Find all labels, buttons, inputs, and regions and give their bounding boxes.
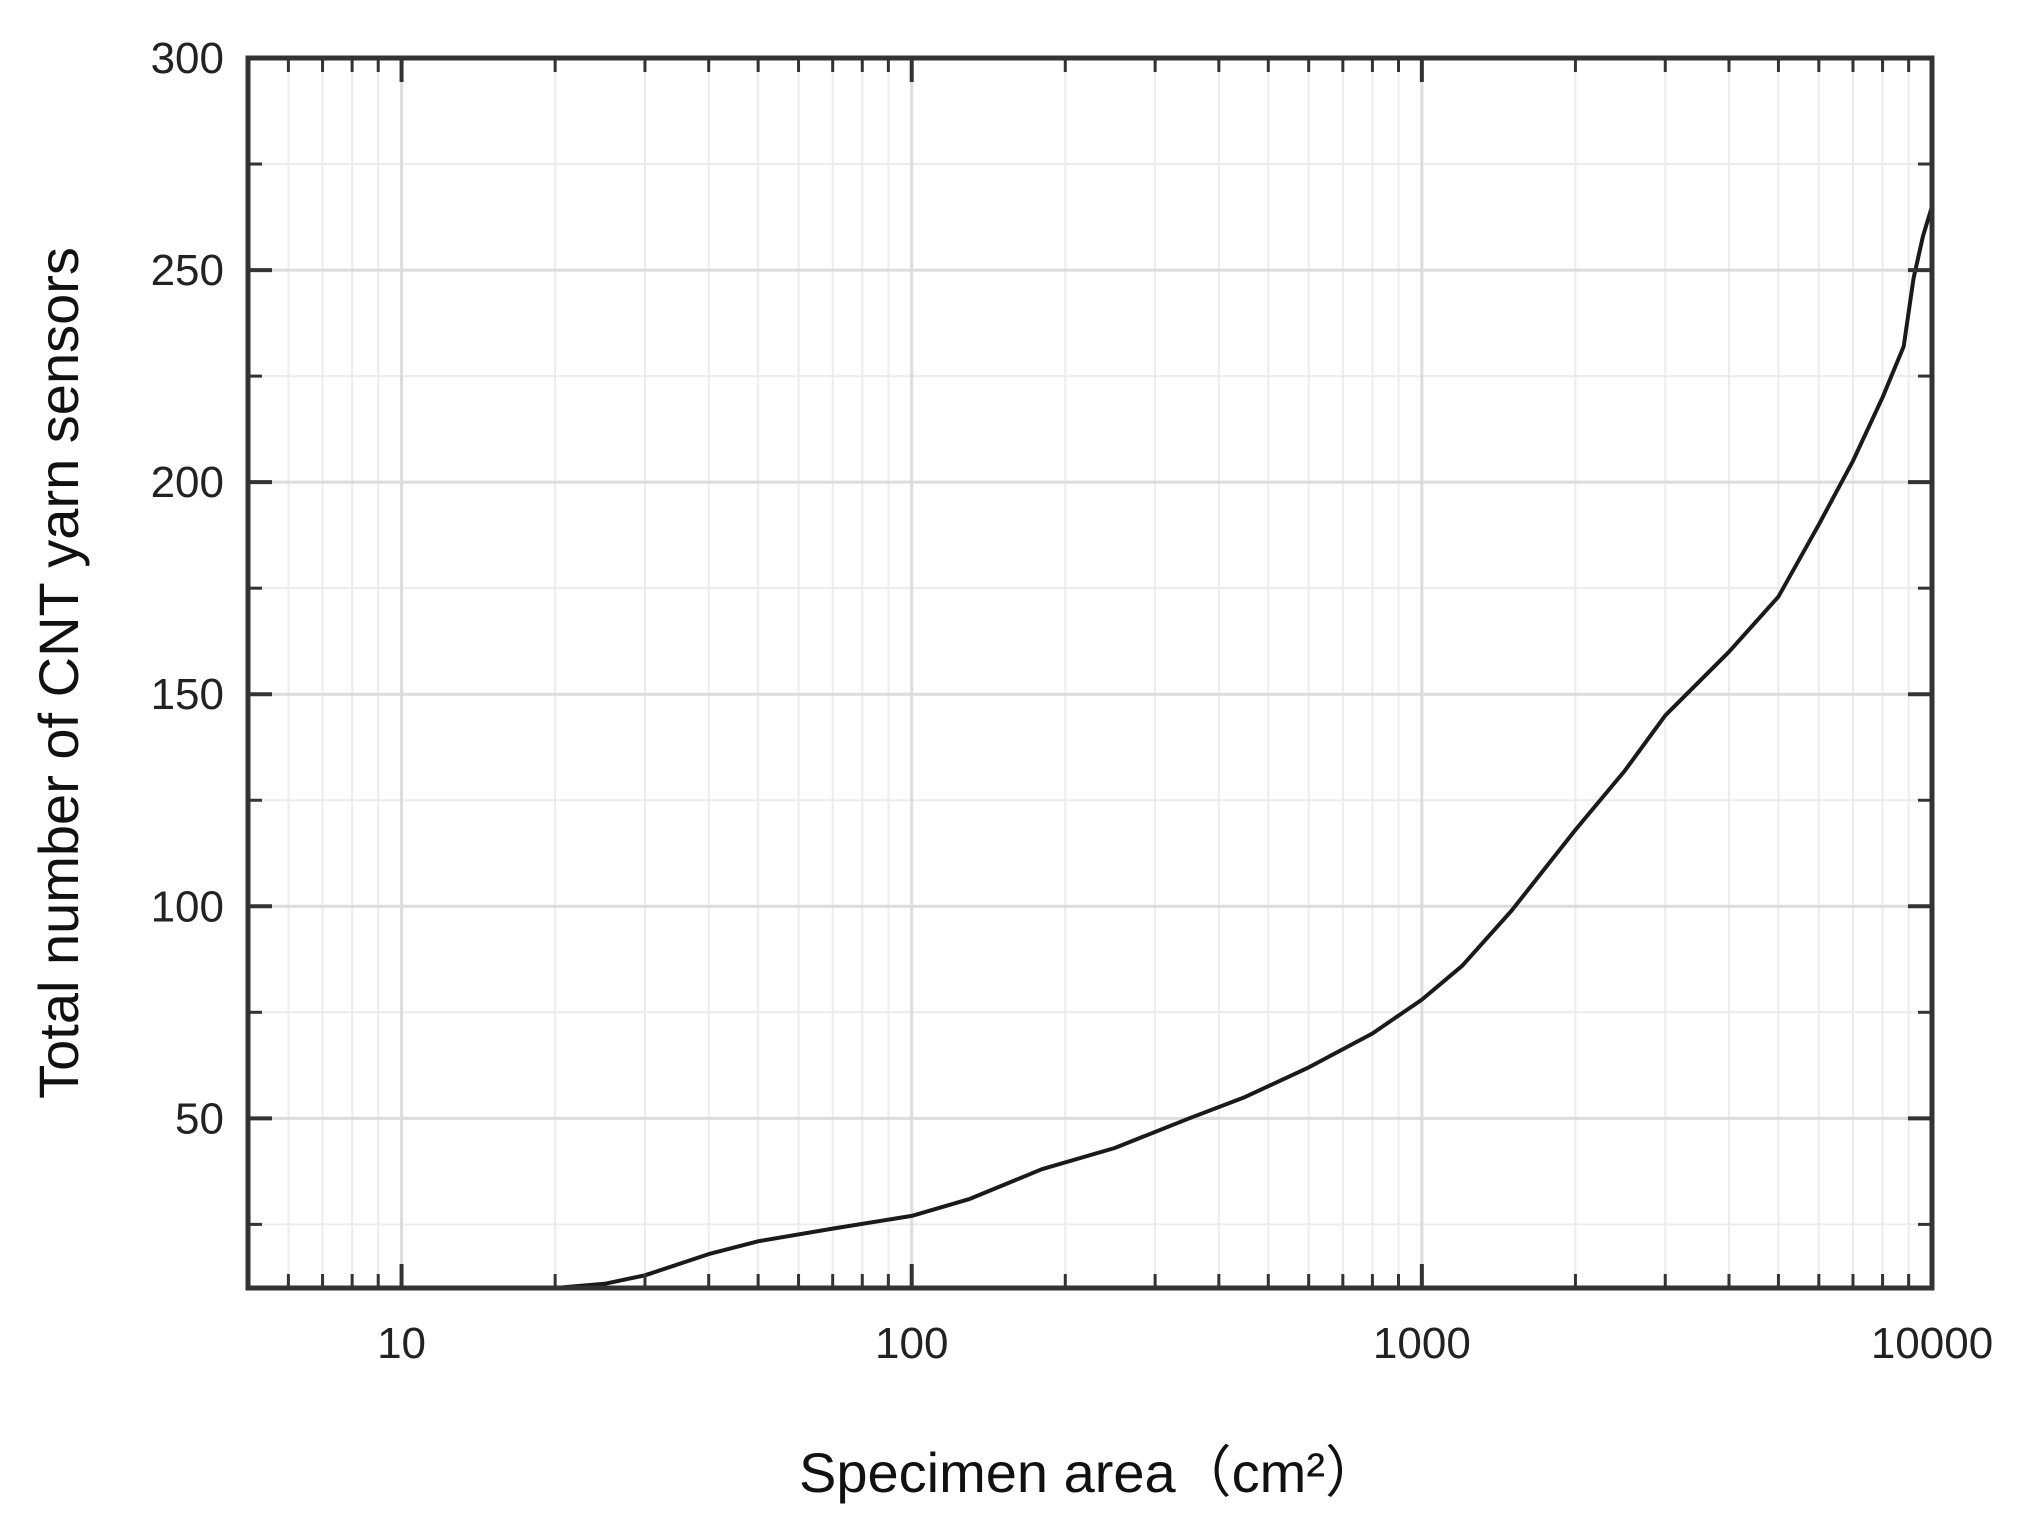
- x-axis-label: Specimen area（cm²）: [799, 1441, 1381, 1504]
- y-tick-label: 250: [151, 246, 224, 295]
- ticks-layer: [246, 56, 1934, 1288]
- x-tick-label: 1000: [1373, 1319, 1471, 1368]
- series-layer: [553, 204, 1934, 1290]
- y-tick-label: 200: [151, 458, 224, 507]
- y-tick-label: 150: [151, 670, 224, 719]
- y-tick-label: 100: [151, 882, 224, 931]
- x-tick-label: 10000: [1871, 1319, 1993, 1368]
- x-tick-label: 100: [875, 1319, 948, 1368]
- y-tick-label: 300: [151, 34, 224, 83]
- x-tick-label: 10: [377, 1319, 426, 1368]
- series-line: [553, 204, 1934, 1290]
- minor-gridlines: [247, 58, 1932, 1288]
- y-tick-label: 50: [175, 1094, 224, 1143]
- tick-labels: 10 100 1000 10000 50 100 150 200 250 300: [151, 34, 1994, 1368]
- plot-frame: [245, 55, 1935, 1291]
- y-axis-label: Total number of CNT yarn sensors: [27, 247, 90, 1099]
